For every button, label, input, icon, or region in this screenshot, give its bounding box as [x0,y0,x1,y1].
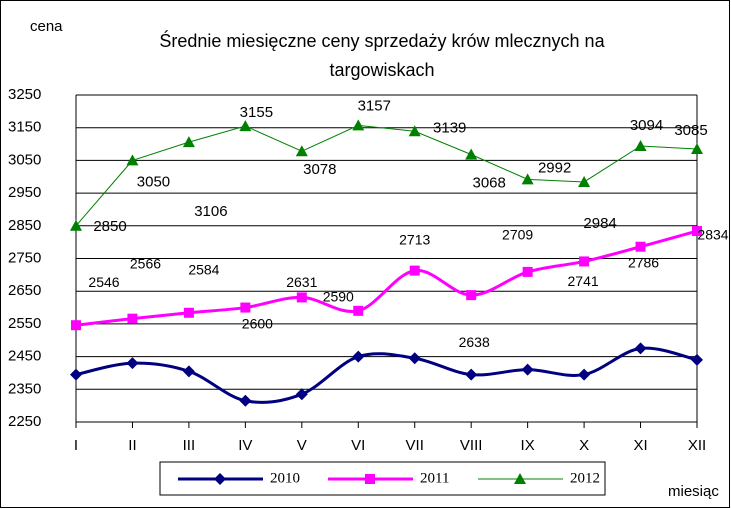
y-tick-label: 2250 [8,413,41,430]
point [634,140,647,152]
data-label: 2600 [242,315,273,331]
y-tick-label: 3250 [8,86,41,103]
data-label: 2786 [628,254,659,270]
point [352,350,365,363]
y-axis-label: cena [30,18,63,35]
legend-label: 2011 [420,470,449,486]
x-tick-label: X [579,437,589,454]
point [295,145,308,157]
data-label: 3094 [630,117,663,134]
data-label: 2992 [538,159,571,176]
point [71,320,81,331]
point [296,292,307,303]
point [579,256,590,267]
data-label: 3155 [240,104,273,121]
point [126,357,139,370]
point [521,363,534,376]
legend-label: 2010 [270,470,300,486]
point [239,120,252,132]
y-tick-label: 2450 [8,348,41,365]
legend-marker [514,473,526,484]
legend-marker [214,473,226,485]
point [635,241,646,252]
data-label: 2566 [130,255,161,271]
x-tick-label: VII [406,437,424,454]
y-tick-label: 2950 [8,184,41,201]
y-tick-label: 3150 [8,119,41,136]
chart-title: Średnie miesięczne ceny sprzedaży krów m… [159,30,605,80]
data-label: 2850 [93,218,126,235]
x-axis-label: miesiąc [668,483,719,500]
point [126,154,139,166]
y-tick-label: 2750 [8,249,41,266]
point [182,365,195,378]
data-label: 3139 [433,119,466,136]
point [522,266,533,277]
data-label: 2709 [502,227,533,243]
data-label: 2984 [583,215,616,232]
data-label: 3085 [674,122,707,139]
x-tick-label: III [183,437,196,454]
y-tick-label: 2850 [8,217,41,234]
point [578,175,591,187]
x-tick-label: II [128,437,136,454]
point [465,148,478,160]
point [127,313,138,324]
x-tick-label: I [74,437,78,454]
x-tick-label: V [297,437,307,454]
point [353,305,364,316]
point [521,173,534,185]
x-tick-label: VI [351,437,365,454]
data-label: 2590 [323,289,354,305]
y-tick-label: 2650 [8,282,41,299]
y-tick-label: 2350 [8,380,41,397]
point [691,353,703,366]
point [466,290,477,301]
point [70,219,82,231]
point [183,307,194,318]
legend-marker [365,474,375,484]
data-label: 2713 [399,231,430,247]
point [578,368,591,381]
x-tick-label: VIII [460,437,483,454]
data-label: 3157 [358,97,391,114]
legend-label: 2012 [570,470,600,486]
point [352,119,365,131]
data-label: 2741 [568,273,599,289]
point [295,388,308,401]
x-tick-label: XI [633,437,647,454]
point [70,368,82,381]
point [408,352,421,365]
point [408,125,421,137]
data-label: 3078 [303,161,336,178]
point [691,142,703,154]
x-tick-label: XII [688,437,706,454]
data-label: 3068 [472,174,505,191]
x-tick-label: IX [521,437,535,454]
y-tick-label: 3050 [8,151,41,168]
point [634,342,647,355]
data-label: 2834 [697,227,728,243]
line [75,124,698,227]
x-tick-label: IV [238,437,252,454]
point [239,394,252,407]
data-label: 3106 [194,203,227,220]
data-label: 2631 [286,274,317,290]
data-label: 3050 [137,173,170,190]
data-label: 2638 [459,334,490,350]
y-tick-label: 2550 [8,315,41,332]
point [182,136,195,148]
data-label: 2546 [88,274,119,290]
point [465,368,478,381]
point [409,265,420,276]
data-label: 2584 [188,261,219,277]
point [240,302,251,313]
point [692,226,702,237]
